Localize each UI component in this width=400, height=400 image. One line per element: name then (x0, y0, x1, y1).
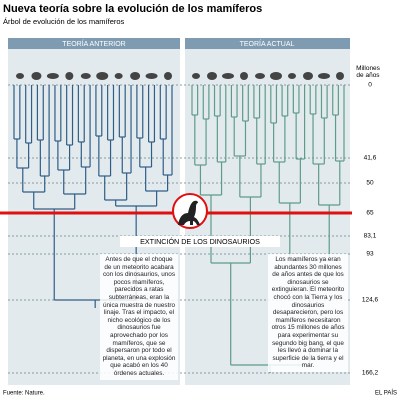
title: Nueva teoría sobre la evolución de los m… (3, 3, 262, 15)
animal-icon (80, 73, 91, 79)
animal-icon (16, 73, 24, 79)
panel-label: TEORÍA ANTERIOR (62, 39, 125, 48)
time-label: 41,6 (364, 155, 377, 162)
animal-icon (222, 73, 234, 79)
source: Fuente: Nature. (3, 391, 45, 397)
animal-icon (145, 73, 158, 79)
animal-icon (207, 72, 217, 80)
panel-text: Antes de que el choque de un meteorito a… (100, 254, 178, 380)
panel-label: TEORÍA ACTUAL (240, 39, 295, 48)
animal-icon (303, 72, 313, 80)
panel-header (185, 38, 350, 49)
animal-icon (46, 73, 59, 79)
time-label: 0 (368, 82, 372, 89)
publisher: EL PAÍS (375, 390, 397, 397)
time-label: 65 (366, 210, 374, 217)
animal-icon (65, 72, 74, 80)
time-label: 166,2 (362, 370, 379, 377)
dinosaur (178, 200, 200, 225)
animal-icon (130, 72, 141, 80)
animal-icon (164, 72, 172, 80)
time-label: 93 (366, 251, 374, 258)
animal-icon (336, 72, 344, 80)
subtitle: Árbol de evolución de los mamíferos (3, 17, 125, 26)
animal-icon (270, 72, 282, 80)
animal-icon (96, 72, 109, 80)
panel-header (8, 38, 180, 49)
time-label: 124,6 (362, 297, 379, 304)
event-label: EXTINCIÓN DE LOS DINOSAURIOS (140, 237, 260, 246)
animal-icon (288, 73, 296, 79)
animal-icon (192, 73, 200, 79)
event-bg (120, 236, 280, 247)
axis-label: Millones de años (356, 65, 381, 79)
time-label: 83,1 (364, 233, 377, 240)
animal-icon (114, 73, 123, 79)
animal-icon (255, 73, 265, 79)
time-label: 50 (366, 180, 374, 187)
animal-icon (318, 73, 330, 79)
panel-text: Los mamíferos ya eran abundantes 30 mill… (268, 254, 348, 372)
animal-icon (240, 72, 248, 80)
animal-icon (31, 72, 42, 80)
